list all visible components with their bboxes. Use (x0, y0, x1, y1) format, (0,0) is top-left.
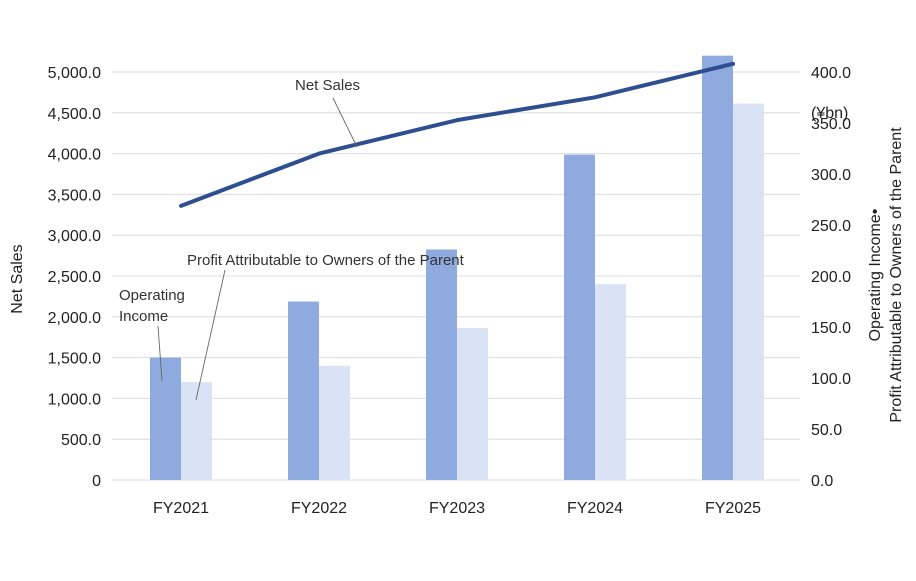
net-sales-leader (332, 97, 358, 148)
left-tick-label: 4,500.0 (48, 106, 101, 123)
right-tick-label: 200.0 (811, 269, 851, 286)
bars (150, 55, 764, 481)
x-tick-label: FY2022 (291, 500, 347, 517)
left-tick-label: 1,000.0 (48, 391, 101, 408)
x-tick-label: FY2024 (567, 500, 623, 517)
right-tick-label: 150.0 (811, 320, 851, 337)
left-tick-label: 5,000.0 (48, 65, 101, 82)
operating-income-bar (426, 249, 457, 480)
operating-income-bar (564, 154, 595, 480)
right-tick-label: 0.0 (811, 473, 833, 490)
operating-income-bar (288, 301, 319, 480)
operating-income-bar (702, 55, 733, 481)
left-tick-label: 4,000.0 (48, 147, 101, 164)
x-axis-ticks: FY2021 FY2022 FY2023 FY2024 FY2025 (153, 500, 761, 517)
x-tick-label: FY2025 (705, 500, 761, 517)
right-axis-ticks: 0.0 50.0 100.0 150.0 200.0 250.0 300.0 350.0 400… (811, 65, 851, 490)
right-tick-label: 350.0 (811, 116, 851, 133)
left-axis-ticks: 0 500.0 1,000.0 1,500.0 2,000.0 2,500.0 3,000.… (48, 65, 101, 490)
x-tick-label: FY2023 (429, 500, 485, 517)
operating-leader (157, 325, 163, 382)
left-tick-label: 3,500.0 (48, 187, 101, 204)
profit-bar (457, 328, 488, 480)
right-axis-unit: (¥bn) (811, 105, 848, 122)
net-sales-polyline (179, 61, 735, 208)
profit-annotation: Profit Attributable to Owners of the Par… (187, 252, 465, 269)
right-axis-title-line2: Profit Attributable to Owners of the Par… (888, 127, 905, 423)
operating-income-bar (150, 357, 181, 480)
profit-bar (733, 103, 764, 481)
right-tick-label: 100.0 (811, 371, 851, 388)
right-tick-label: 250.0 (811, 218, 851, 235)
left-tick-label: 500.0 (61, 432, 101, 449)
left-axis-title: Net Sales (9, 244, 26, 313)
left-tick-label: 3,000.0 (48, 228, 101, 245)
right-tick-label: 300.0 (811, 167, 851, 184)
operating-annotation-line1: Operating (119, 287, 185, 304)
profit-bar (319, 365, 350, 480)
left-tick-label: 2,000.0 (48, 310, 101, 327)
x-tick-label: FY2021 (153, 500, 209, 517)
right-tick-label: 400.0 (811, 65, 851, 82)
operating-annotation-line2: Income (119, 308, 168, 325)
net-sales-annotation: Net Sales (295, 77, 360, 94)
right-tick-label: 50.0 (811, 422, 842, 439)
profit-leader (195, 269, 226, 401)
profit-bar (595, 284, 626, 480)
right-axis-title-line1: Operating Income• (867, 209, 884, 342)
left-tick-label: 1,500.0 (48, 351, 101, 368)
net-sales-line (179, 61, 735, 208)
left-tick-label: 0 (92, 473, 101, 490)
left-tick-label: 2,500.0 (48, 269, 101, 286)
